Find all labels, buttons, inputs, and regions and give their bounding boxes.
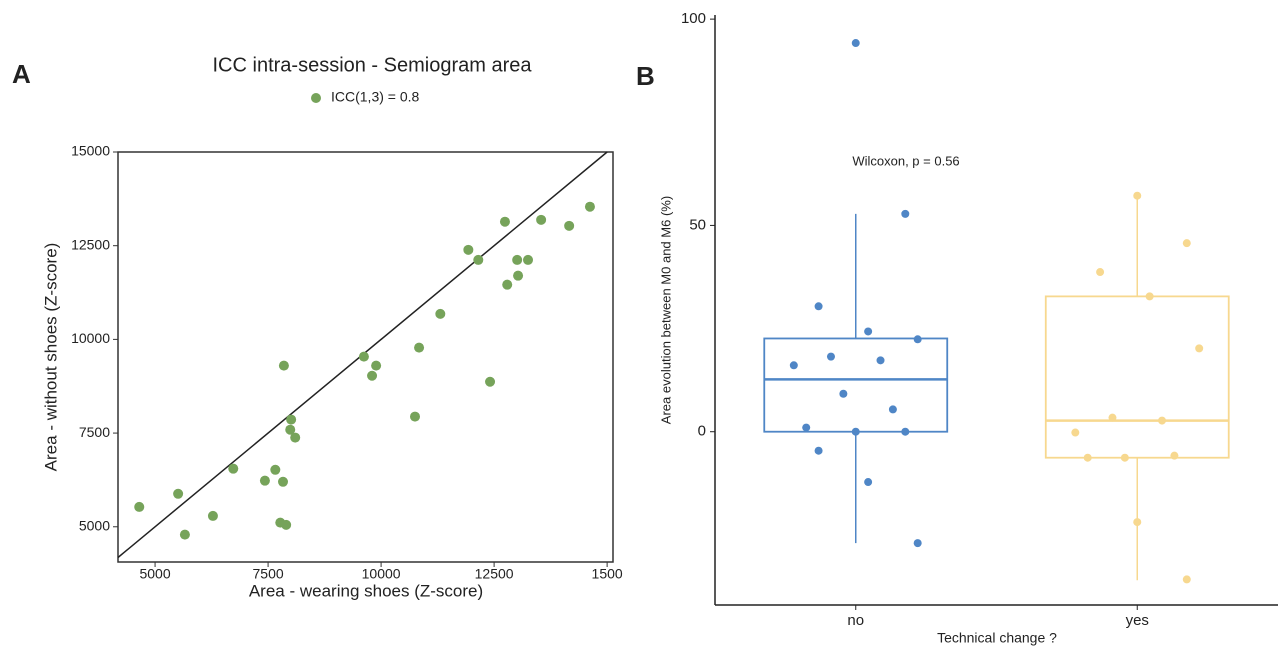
panel-label: B	[636, 61, 655, 91]
point	[270, 464, 281, 475]
plot-frame	[117, 151, 614, 563]
point	[367, 370, 378, 381]
point	[281, 519, 292, 530]
point	[414, 342, 425, 353]
point	[536, 214, 547, 225]
point	[278, 476, 288, 487]
annotation: Wilcoxon, p = 0.56	[852, 153, 959, 168]
point	[851, 427, 860, 436]
chart-title: ICC intra-session - Semiogram area	[213, 54, 533, 76]
point	[1083, 453, 1092, 462]
point	[410, 411, 420, 422]
point	[499, 216, 510, 227]
point	[564, 220, 575, 231]
point	[358, 351, 369, 362]
point	[802, 423, 811, 432]
point	[485, 376, 496, 387]
y-tick-label: 5000	[79, 517, 110, 533]
x-tick-label: 12500	[475, 566, 514, 582]
point	[435, 308, 446, 319]
x-axis-label: Technical change ?	[937, 630, 1057, 646]
point	[463, 244, 474, 255]
point	[512, 254, 523, 265]
point	[1145, 292, 1154, 301]
point	[173, 488, 184, 499]
point	[584, 201, 595, 212]
point	[1170, 451, 1179, 460]
x-tick-label: 7500	[253, 566, 284, 582]
point	[278, 360, 289, 371]
point	[1071, 428, 1080, 437]
y-axis-label: Area evolution between M0 and M6 (%)	[658, 196, 673, 424]
point	[851, 39, 860, 48]
point	[285, 424, 296, 435]
point	[814, 302, 823, 311]
x-tick-label: 5000	[139, 566, 170, 582]
point	[1182, 575, 1191, 584]
y-tick-label: 15000	[71, 143, 110, 159]
point	[1133, 518, 1142, 527]
point	[864, 478, 873, 487]
x-tick-label: 1500	[592, 566, 623, 582]
x-tick-label: yes	[1126, 612, 1149, 629]
panel-label: A	[12, 59, 31, 89]
point	[913, 335, 922, 344]
point	[207, 510, 218, 521]
point	[901, 209, 910, 218]
y-tick-label: 0	[698, 423, 706, 440]
point	[789, 361, 798, 370]
point	[1158, 416, 1167, 425]
point	[259, 475, 270, 486]
point	[1120, 453, 1129, 462]
legend-label: ICC(1,3) = 0.8	[331, 89, 420, 105]
point	[876, 356, 885, 365]
point	[888, 405, 897, 414]
x-tick-label: no	[847, 612, 864, 629]
y-tick-label: 100	[681, 10, 706, 27]
point	[1096, 268, 1105, 277]
point	[473, 254, 484, 265]
point	[286, 414, 297, 425]
x-axis-label: Area - wearing shoes (Z-score)	[249, 581, 483, 600]
point	[290, 432, 301, 443]
point	[228, 463, 239, 474]
point	[513, 270, 524, 281]
point	[134, 501, 145, 512]
point	[839, 389, 848, 398]
point	[502, 279, 513, 290]
legend-marker	[311, 93, 321, 103]
point	[901, 427, 910, 436]
y-tick-label: 50	[689, 216, 706, 233]
y-tick-label: 10000	[71, 330, 110, 346]
y-tick-label: 12500	[71, 236, 110, 252]
point	[1182, 239, 1191, 248]
y-tick-label: 7500	[79, 424, 110, 440]
point	[826, 352, 835, 361]
box	[1044, 295, 1230, 459]
point	[864, 327, 873, 336]
point	[371, 360, 382, 371]
point	[179, 529, 190, 540]
point	[523, 254, 534, 265]
y-axis-label: Area - without shoes (Z-score)	[41, 243, 60, 472]
point	[1133, 191, 1142, 200]
box	[763, 337, 949, 433]
point	[1108, 413, 1117, 422]
point	[814, 446, 823, 455]
point	[1195, 344, 1204, 353]
x-tick-label: 10000	[362, 566, 401, 582]
point	[913, 539, 922, 548]
